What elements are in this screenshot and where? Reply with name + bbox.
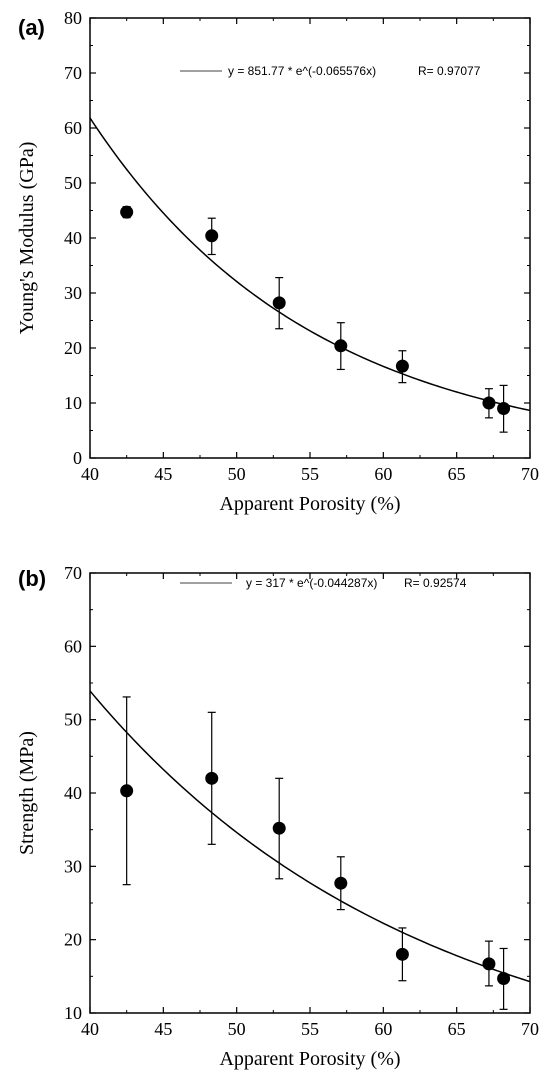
legend-r-label: R= 0.92574: [404, 576, 467, 590]
data-point: [334, 876, 348, 890]
y-tick-label: 30: [64, 283, 82, 303]
x-axis-title: Apparent Porosity (%): [219, 493, 400, 515]
x-tick-label: 50: [228, 1019, 246, 1039]
x-tick-label: 60: [374, 1019, 392, 1039]
data-point: [272, 296, 286, 310]
data-point: [497, 402, 511, 415]
chart-panel-b: 40 45 50 55 60 65 70 10 20 30 40 50 60 70 y = 317 * e^…: [16, 563, 539, 1070]
y-tick-label: 40: [64, 783, 82, 803]
x-tick-label: 65: [448, 1019, 466, 1039]
data-point: [334, 339, 348, 353]
y-tick-label: 60: [64, 118, 82, 138]
y-tick-label: 20: [64, 930, 82, 950]
data-point: [120, 784, 134, 798]
x-tick-label: 45: [154, 464, 172, 484]
x-tick-label: 40: [81, 464, 99, 484]
panel-label: (b): [18, 566, 46, 591]
data-point: [120, 205, 134, 219]
x-axis-title: Apparent Porosity (%): [219, 1048, 400, 1070]
x-tick-label: 70: [521, 464, 539, 484]
y-tick-label: 10: [64, 393, 82, 413]
y-tick-label: 50: [64, 710, 82, 730]
data-point: [272, 821, 286, 835]
data-point: [205, 771, 219, 785]
x-tick-label: 70: [521, 1019, 539, 1039]
x-tick-label: 65: [448, 464, 466, 484]
y-axis-title: Strength (MPa): [16, 731, 38, 855]
x-tick-label: 45: [154, 1019, 172, 1039]
data-point: [395, 947, 409, 961]
x-tick-label: 55: [301, 1019, 319, 1039]
data-point: [497, 972, 511, 986]
legend-r-label: R= 0.97077: [418, 64, 481, 78]
data-point: [482, 396, 496, 410]
y-tick-label: 0: [73, 448, 82, 468]
plot-frame: [89, 17, 531, 459]
y-tick-label: 70: [64, 563, 82, 583]
fit-curve: [89, 690, 531, 983]
panel-label: (a): [18, 15, 45, 40]
fit-curve: [89, 117, 531, 412]
y-tick-label: 50: [64, 173, 82, 193]
x-tick-label: 60: [374, 464, 392, 484]
y-tick-label: 70: [64, 63, 82, 83]
x-tick-label: 40: [81, 1019, 99, 1039]
y-tick-label: 30: [64, 856, 82, 876]
y-tick-label: 60: [64, 636, 82, 656]
legend-fit-label: y = 317 * e^(-0.044287x): [246, 576, 377, 590]
x-tick-label: 55: [301, 464, 319, 484]
legend-fit-label: y = 851.77 * e^(-0.065576x): [228, 64, 376, 78]
y-axis-title: Young's Modulus (GPa): [16, 142, 38, 335]
plot-frame: [89, 572, 531, 1014]
data-point: [205, 229, 219, 243]
data-point: [482, 957, 496, 971]
y-tick-label: 20: [64, 338, 82, 358]
y-tick-label: 40: [64, 228, 82, 248]
data-point: [395, 359, 409, 373]
y-tick-label: 80: [64, 8, 82, 28]
chart-panel-a: 40 45 50 55 60 65 70 0 10 20 30 40 50 60 70 80 y = 851.7…: [16, 8, 539, 515]
y-tick-label: 10: [64, 1003, 82, 1023]
x-tick-label: 50: [228, 464, 246, 484]
